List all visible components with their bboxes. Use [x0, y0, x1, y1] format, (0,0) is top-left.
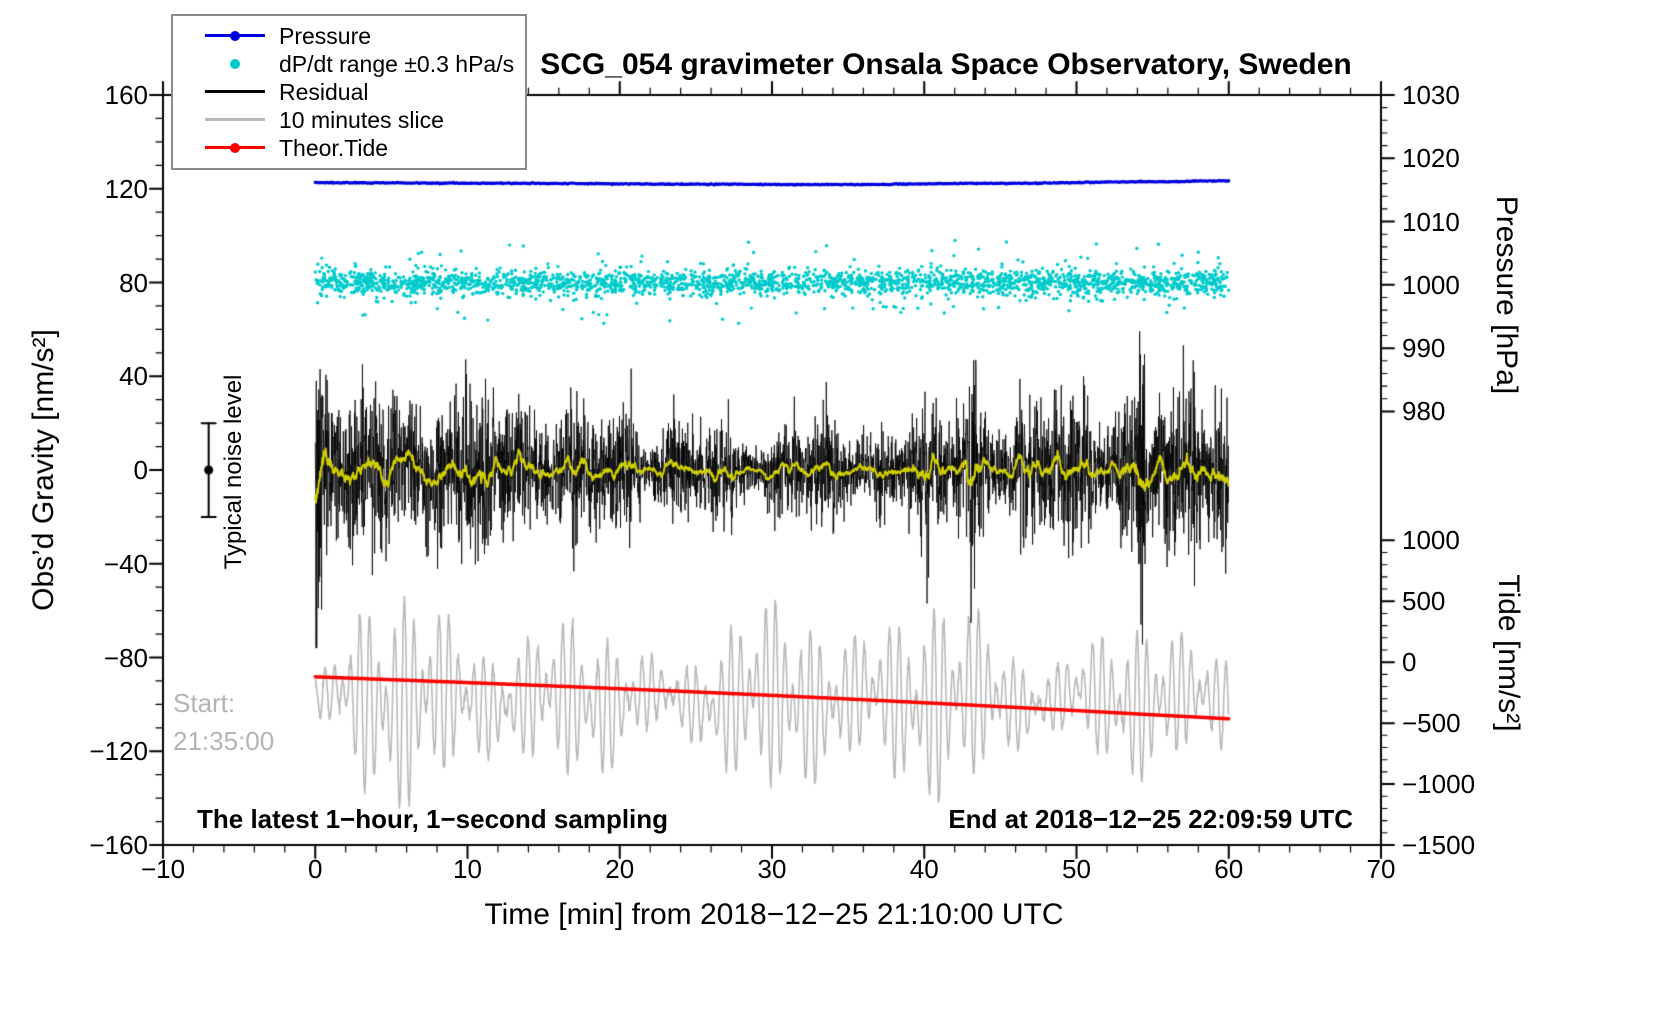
- tide-tick-label: −1000: [1402, 769, 1476, 800]
- residual-line-symbol: [205, 78, 265, 106]
- legend-label-residual: Residual: [279, 78, 369, 105]
- tide-tick-label: 0: [1402, 647, 1417, 678]
- tide-tick-label: −500: [1402, 708, 1461, 739]
- gravity-tick-label: 0: [133, 455, 148, 485]
- legend-item-theor-tide: Theor.Tide: [173, 134, 525, 162]
- theor-tide-line-symbol: [205, 134, 265, 162]
- legend-label-theor-tide: Theor.Tide: [279, 134, 389, 161]
- legend-label-slice: 10 minutes slice: [279, 106, 444, 133]
- pressure-tick-label: 980: [1402, 396, 1446, 427]
- pressure-tick-label: 1000: [1402, 269, 1460, 300]
- legend-item-dpdt: dP/dt range ±0.3 hPa/s: [173, 50, 525, 78]
- gravity-tick-label: −40: [103, 548, 148, 579]
- gravity-tick-label: −80: [103, 642, 148, 673]
- x-tick-label: 40: [909, 854, 939, 884]
- gravity-tick-label: 40: [119, 361, 148, 392]
- gravity-axis-title: Obs’d Gravity [nm/s²]: [27, 329, 60, 611]
- legend-label-pressure: Pressure: [279, 22, 372, 49]
- x-tick-label: 60: [1214, 854, 1244, 884]
- dpdt-dot-symbol: [205, 50, 265, 78]
- x-axis-title: Time [min] from 2018−12−25 21:10:00 UTC: [484, 898, 1064, 931]
- x-tick-label: 70: [1366, 854, 1396, 884]
- tide-tick-label: 1000: [1402, 525, 1460, 556]
- start-time-label: 21:35:00: [173, 726, 275, 756]
- gravity-tick-label: 80: [119, 267, 148, 298]
- x-tick-label: 10: [453, 854, 482, 884]
- pressure-tick-label: 1010: [1402, 206, 1460, 237]
- x-tick-label: 0: [308, 854, 323, 884]
- chart-title: SCG_054 gravimeter Onsala Space Observat…: [540, 48, 1352, 81]
- pressure-line-symbol: [205, 22, 265, 50]
- pressure-tick-label: 1020: [1402, 143, 1460, 174]
- pressure-tick-label: 990: [1402, 333, 1446, 364]
- x-tick-label: −10: [140, 854, 186, 884]
- pressure-axis-title: Pressure [hPa]: [1490, 195, 1523, 395]
- legend-item-slice: 10 minutes slice: [173, 106, 525, 134]
- x-tick-label: 50: [1062, 854, 1091, 884]
- tide-axis-title: Tide [nm/s²]: [1492, 574, 1525, 732]
- end-time-note: End at 2018−12−25 22:09:59 UTC: [948, 804, 1353, 834]
- legend-item-residual: Residual: [173, 78, 525, 106]
- sampling-note: The latest 1−hour, 1−second sampling: [197, 804, 669, 834]
- gravity-tick-label: −160: [89, 830, 148, 860]
- legend-label-dpdt: dP/dt range ±0.3 hPa/s: [279, 50, 515, 77]
- pressure-tick-label: 1030: [1402, 80, 1460, 110]
- gravity-tick-label: −120: [89, 736, 148, 767]
- tide-tick-label: 500: [1402, 586, 1446, 617]
- x-tick-label: 30: [757, 854, 787, 884]
- tide-tick-label: −1500: [1402, 830, 1476, 860]
- noise-level-label: Typical noise level: [220, 374, 247, 570]
- start-label: Start:: [173, 688, 236, 718]
- legend-box: Pressure dP/dt range ±0.3 hPa/s Residual…: [171, 14, 527, 170]
- legend-item-pressure: Pressure: [173, 22, 525, 50]
- x-tick-label: 20: [605, 854, 635, 884]
- slice-line-symbol: [205, 106, 265, 134]
- gravity-tick-label: 120: [104, 173, 148, 204]
- gravity-tick-label: 160: [104, 80, 148, 110]
